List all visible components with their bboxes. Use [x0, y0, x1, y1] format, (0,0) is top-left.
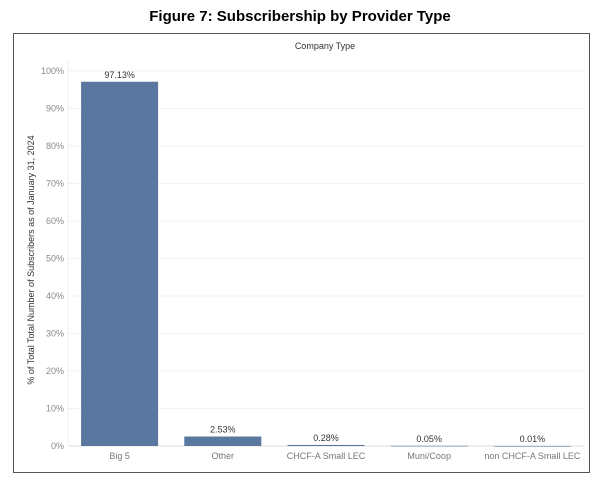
- data-label: 2.53%: [210, 425, 236, 435]
- chart-title: Figure 7: Subscribership by Provider Typ…: [149, 8, 451, 25]
- data-label: 97.13%: [104, 70, 135, 80]
- y-tick-label: 40%: [46, 291, 64, 301]
- data-label: 0.01%: [520, 434, 546, 444]
- bar: [184, 436, 262, 446]
- bar: [287, 444, 365, 446]
- data-label: 0.28%: [313, 433, 339, 443]
- y-tick-label: 100%: [41, 66, 64, 76]
- x-tick-label: Other: [212, 451, 235, 461]
- y-tick-label: 60%: [46, 216, 64, 226]
- column-header: Company Type: [295, 41, 355, 51]
- data-label: 0.05%: [416, 434, 442, 444]
- bar: [81, 81, 159, 446]
- y-axis-label: % of Total Total Number of Subscribers a…: [26, 135, 36, 384]
- x-tick-label: Big 5: [109, 451, 130, 461]
- bar: [390, 445, 468, 447]
- y-tick-label: 0%: [51, 441, 64, 451]
- y-tick-label: 50%: [46, 254, 64, 264]
- x-tick-label: Muni/Coop: [407, 451, 451, 461]
- y-tick-label: 70%: [46, 179, 64, 189]
- y-tick-label: 10%: [46, 404, 64, 414]
- y-tick-label: 30%: [46, 329, 64, 339]
- x-tick-label: non CHCF-A Small LEC: [484, 451, 581, 461]
- y-tick-label: 80%: [46, 141, 64, 151]
- y-tick-label: 20%: [46, 366, 64, 376]
- bar: [493, 445, 571, 447]
- y-tick-label: 90%: [46, 104, 64, 114]
- chart-frame: [13, 33, 590, 473]
- x-tick-label: CHCF-A Small LEC: [287, 451, 366, 461]
